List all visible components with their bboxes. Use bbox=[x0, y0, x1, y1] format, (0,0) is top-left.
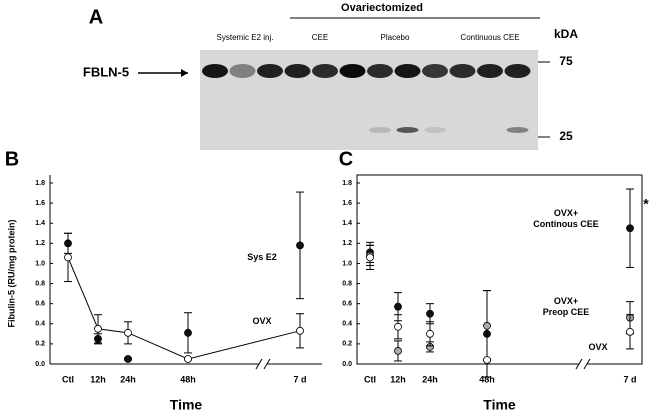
y-tick-label: 1.8 bbox=[35, 180, 45, 187]
plot-frame bbox=[356, 174, 643, 365]
point bbox=[296, 241, 304, 250]
y-tick-label: 0.2 bbox=[35, 341, 45, 348]
y-tick-label: 0.8 bbox=[342, 280, 352, 287]
panel-letter: C bbox=[339, 148, 353, 170]
point bbox=[626, 224, 634, 233]
band bbox=[284, 64, 311, 78]
marker-label: 75 bbox=[559, 54, 573, 68]
y-tick-label: 1.0 bbox=[35, 260, 45, 267]
x-axis-title: Time bbox=[483, 397, 516, 413]
point bbox=[124, 328, 132, 337]
band bbox=[369, 127, 391, 133]
point bbox=[626, 327, 634, 336]
unit-label: kDA bbox=[554, 27, 578, 41]
x-tick-label: Ctl bbox=[62, 374, 74, 384]
point bbox=[394, 322, 402, 331]
point bbox=[184, 328, 192, 337]
point bbox=[394, 347, 402, 355]
y-tick-label: 1.4 bbox=[342, 220, 352, 227]
axis-break bbox=[259, 358, 267, 370]
y-tick-label: 0.0 bbox=[35, 361, 45, 368]
y-tick-label: 1.2 bbox=[35, 240, 45, 247]
axis-break bbox=[575, 358, 583, 370]
y-tick-label: 1.6 bbox=[342, 200, 352, 207]
arrow-head bbox=[181, 69, 188, 77]
marker-label: 25 bbox=[559, 129, 573, 143]
band bbox=[396, 127, 419, 133]
axis-break bbox=[583, 358, 591, 370]
point bbox=[94, 324, 102, 333]
y-axis-title: Fibulin-5 (RU/mg protein) bbox=[6, 220, 16, 328]
band bbox=[229, 64, 256, 78]
band bbox=[367, 64, 393, 78]
x-tick-label: 24h bbox=[422, 374, 438, 384]
point bbox=[124, 355, 132, 363]
x-tick-label: 48h bbox=[180, 374, 196, 384]
x-tick-label: 48h bbox=[479, 374, 495, 384]
axis-break bbox=[263, 358, 271, 370]
y-tick-label: 0.2 bbox=[342, 341, 352, 348]
y-tick-label: 0.0 bbox=[342, 361, 352, 368]
series-line bbox=[67, 257, 301, 360]
y-tick-label: 1.2 bbox=[342, 240, 352, 247]
y-tick-label: 0.8 bbox=[35, 280, 45, 287]
annotation: * bbox=[643, 196, 649, 212]
point bbox=[483, 321, 491, 330]
point bbox=[483, 356, 491, 364]
x-tick-label: 12h bbox=[90, 374, 106, 384]
group-title: Ovariectomized bbox=[341, 2, 423, 14]
point bbox=[366, 253, 374, 262]
point bbox=[394, 302, 402, 311]
band bbox=[449, 64, 476, 78]
band bbox=[312, 64, 338, 78]
panel-letter: A bbox=[89, 6, 103, 28]
band bbox=[257, 64, 283, 78]
band bbox=[506, 127, 529, 133]
series-label: OVX bbox=[588, 342, 608, 352]
y-tick-label: 1.8 bbox=[342, 180, 352, 187]
axis-break bbox=[579, 358, 587, 370]
band bbox=[394, 64, 421, 78]
group-label: Placebo bbox=[381, 33, 410, 42]
point bbox=[426, 329, 434, 338]
x-tick-label: 12h bbox=[390, 374, 406, 384]
series-label: OVX+ Preop CEE bbox=[542, 296, 590, 317]
x-axis-title: Time bbox=[170, 397, 203, 413]
group-label: Systemic E2 inj. bbox=[217, 33, 274, 42]
y-tick-label: 1.0 bbox=[342, 260, 352, 267]
point bbox=[184, 355, 192, 363]
series-label: OVX+ Continous CEE bbox=[533, 208, 599, 229]
y-tick-label: 0.6 bbox=[342, 301, 352, 308]
x-tick-label: 7 d bbox=[293, 374, 306, 384]
y-tick-label: 0.6 bbox=[35, 301, 45, 308]
x-tick-label: 7 d bbox=[623, 374, 636, 384]
y-tick-label: 1.4 bbox=[35, 220, 45, 227]
y-tick-label: 0.4 bbox=[35, 321, 45, 328]
band-label: FBLN-5 bbox=[83, 64, 129, 79]
series-label: Sys E2 bbox=[247, 252, 277, 262]
point bbox=[426, 309, 434, 318]
band bbox=[202, 64, 228, 78]
x-tick-label: Ctl bbox=[364, 374, 376, 384]
group-label: CEE bbox=[312, 33, 328, 42]
band bbox=[424, 127, 446, 133]
band bbox=[504, 64, 531, 78]
point bbox=[64, 253, 72, 262]
panel-letter: B bbox=[5, 148, 19, 170]
group-label: Continuous CEE bbox=[460, 33, 519, 42]
y-tick-label: 0.4 bbox=[342, 321, 352, 328]
axis-break bbox=[255, 358, 263, 370]
y-tick-label: 1.6 bbox=[35, 200, 45, 207]
series-label: OVX bbox=[252, 316, 272, 326]
band bbox=[339, 64, 366, 78]
band bbox=[477, 64, 503, 78]
x-tick-label: 24h bbox=[120, 374, 136, 384]
band bbox=[422, 64, 448, 78]
point bbox=[296, 326, 304, 335]
